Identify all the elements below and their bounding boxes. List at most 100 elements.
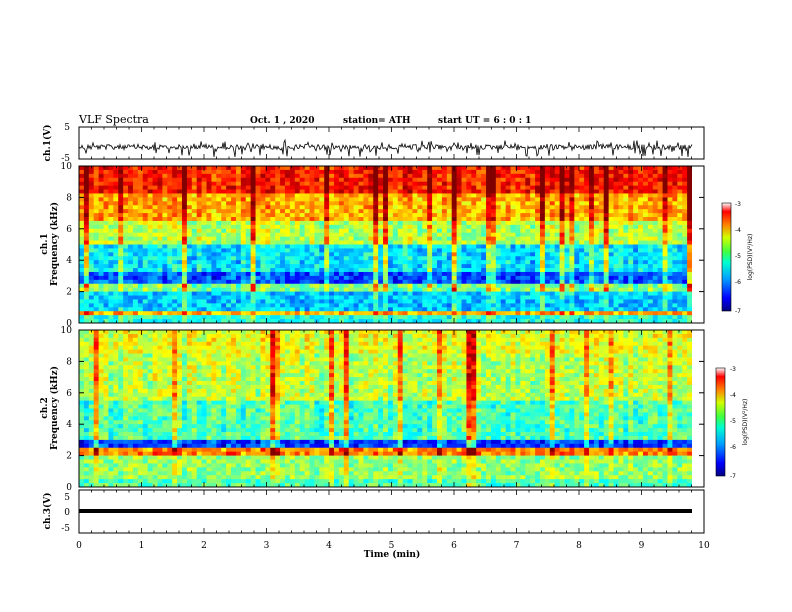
ch1-spec-cell <box>167 299 173 304</box>
ch1-spec-cell <box>559 193 565 198</box>
ch1-spec-cell <box>265 177 271 183</box>
ch1-spec-cell <box>235 299 242 304</box>
ch1-spec-cell <box>231 236 237 241</box>
ch1-spec-cell <box>201 236 207 241</box>
ch1-spec-cell <box>589 185 595 190</box>
ch1-spec-cell <box>132 240 139 245</box>
ch1-spec-cell <box>544 177 551 183</box>
ch1-spec-cell <box>407 240 413 245</box>
ch1-spec-cell <box>324 299 330 304</box>
ch1-spec-cell <box>436 173 443 179</box>
ch1-spec-cell <box>535 228 541 234</box>
ch1-spec-cell <box>667 256 673 261</box>
ch1-spec-cell <box>343 224 350 230</box>
ch1-spec-cell <box>613 213 619 218</box>
ch1-spec-cell <box>525 244 531 249</box>
ch1-spec-cell <box>456 287 462 293</box>
ch1-spec-cell <box>314 217 320 222</box>
ch1-spec-cell <box>235 248 242 253</box>
ch1-spec-cell <box>142 287 149 293</box>
ch1-spec-cell <box>402 271 408 277</box>
ch1-spec-cell <box>500 311 507 316</box>
ch1-spec-cell <box>662 295 668 300</box>
ch1-spec-cell <box>647 275 654 281</box>
ch1-spec-cell <box>260 181 266 187</box>
ch1-spec-cell <box>466 173 472 179</box>
ch1-spec-cell <box>569 224 575 230</box>
ch1-wave-ylabel: ch.1(V) <box>42 125 53 162</box>
ch1-spec-cell <box>471 240 477 245</box>
ch1-spec-cell <box>152 185 158 190</box>
ch1-spec-cell <box>245 169 252 175</box>
ch1-spec-cell <box>118 311 124 316</box>
ch1-spec-cell <box>348 236 355 241</box>
ch1-spec-cell <box>539 256 546 261</box>
ch1-spec-cell <box>280 209 286 214</box>
ch1-spec-cell <box>147 268 153 273</box>
ch1-spec-cell <box>137 295 144 300</box>
ch1-spec-cell <box>108 279 114 285</box>
ch1-spec-cell <box>167 287 173 293</box>
ch1-spec-cell <box>687 181 693 187</box>
ch1-spec-cell <box>461 177 467 183</box>
ch1-spec-cell <box>93 283 100 289</box>
ch1-spec-cell <box>221 307 227 312</box>
ch1-spec-cell <box>373 236 379 241</box>
ch1-spec-cell <box>343 173 350 179</box>
ch1-spec-cell <box>535 287 541 293</box>
ch1-spec-cell <box>334 244 340 249</box>
ch1-spec-cell <box>515 275 521 281</box>
ch1-spec-cell <box>574 287 580 293</box>
ch1-spec-cell <box>162 252 168 257</box>
ch1-spec-cell <box>216 228 222 234</box>
ch1-spec-cell <box>461 232 467 238</box>
ch1-spec-cell <box>304 248 310 253</box>
ch1-spec-cell <box>167 217 173 222</box>
ch1-spec-cell <box>682 264 688 269</box>
ch1-spec-cell <box>284 283 291 289</box>
ch1-spec-cell <box>593 232 600 238</box>
ch1-spec-cell <box>677 213 683 218</box>
ch1-spec-cell <box>677 307 683 312</box>
ch1-spec-cell <box>324 311 330 316</box>
ch1-spec-cell <box>456 271 462 277</box>
ch1-spec-cell <box>294 295 301 300</box>
ch1-spec-cell <box>554 217 560 222</box>
ch1-spec-cell <box>490 299 497 304</box>
ch1-spec-cell <box>226 205 232 210</box>
ch1-spec-cell <box>235 264 242 269</box>
ch1-spec-cell <box>128 256 134 261</box>
ch1-spec-cell <box>677 240 683 245</box>
ch1-spec-cell <box>79 279 85 285</box>
ch1-spec-cell <box>260 303 266 308</box>
ch1-spec-cell <box>368 213 374 218</box>
ch1-spec-cell <box>682 209 688 214</box>
ch1-spec-cell <box>476 201 482 206</box>
ch1-spec-cell <box>181 213 188 218</box>
ch1-spec-cell <box>304 303 310 308</box>
ch1-spec-cell <box>289 193 296 198</box>
ch1-wave-frame <box>78 126 705 160</box>
ch1-spec-cell <box>250 315 256 320</box>
ch1-spec-cell <box>412 205 418 210</box>
ch1-spec-cell <box>152 224 158 230</box>
ch1-spec-cell <box>486 260 492 265</box>
ch1-spec-cell <box>231 264 237 269</box>
ch1-spec-cell <box>461 201 467 206</box>
ch1-spec-cell <box>329 291 335 296</box>
ch1-spec-cell <box>250 209 256 214</box>
ch1-spec-cell <box>417 260 423 265</box>
ch1-spec-cell <box>422 224 428 230</box>
ch1-spec-cell <box>265 213 271 218</box>
ch1-spec-cell <box>677 189 683 194</box>
ch1-spec-cell <box>226 213 232 218</box>
ch1-spec-cell <box>412 213 418 218</box>
ch1-spec-cell <box>515 295 521 300</box>
ch1-spec-cell <box>245 252 252 257</box>
ch1-spec-cell <box>231 232 237 238</box>
ch1-spec-cell <box>407 260 413 265</box>
ch1-spec-cell <box>412 260 418 265</box>
ch1-spec-cell <box>255 295 261 300</box>
ch1-spec-cell <box>235 209 242 214</box>
ch1-spec-cell <box>530 248 536 253</box>
